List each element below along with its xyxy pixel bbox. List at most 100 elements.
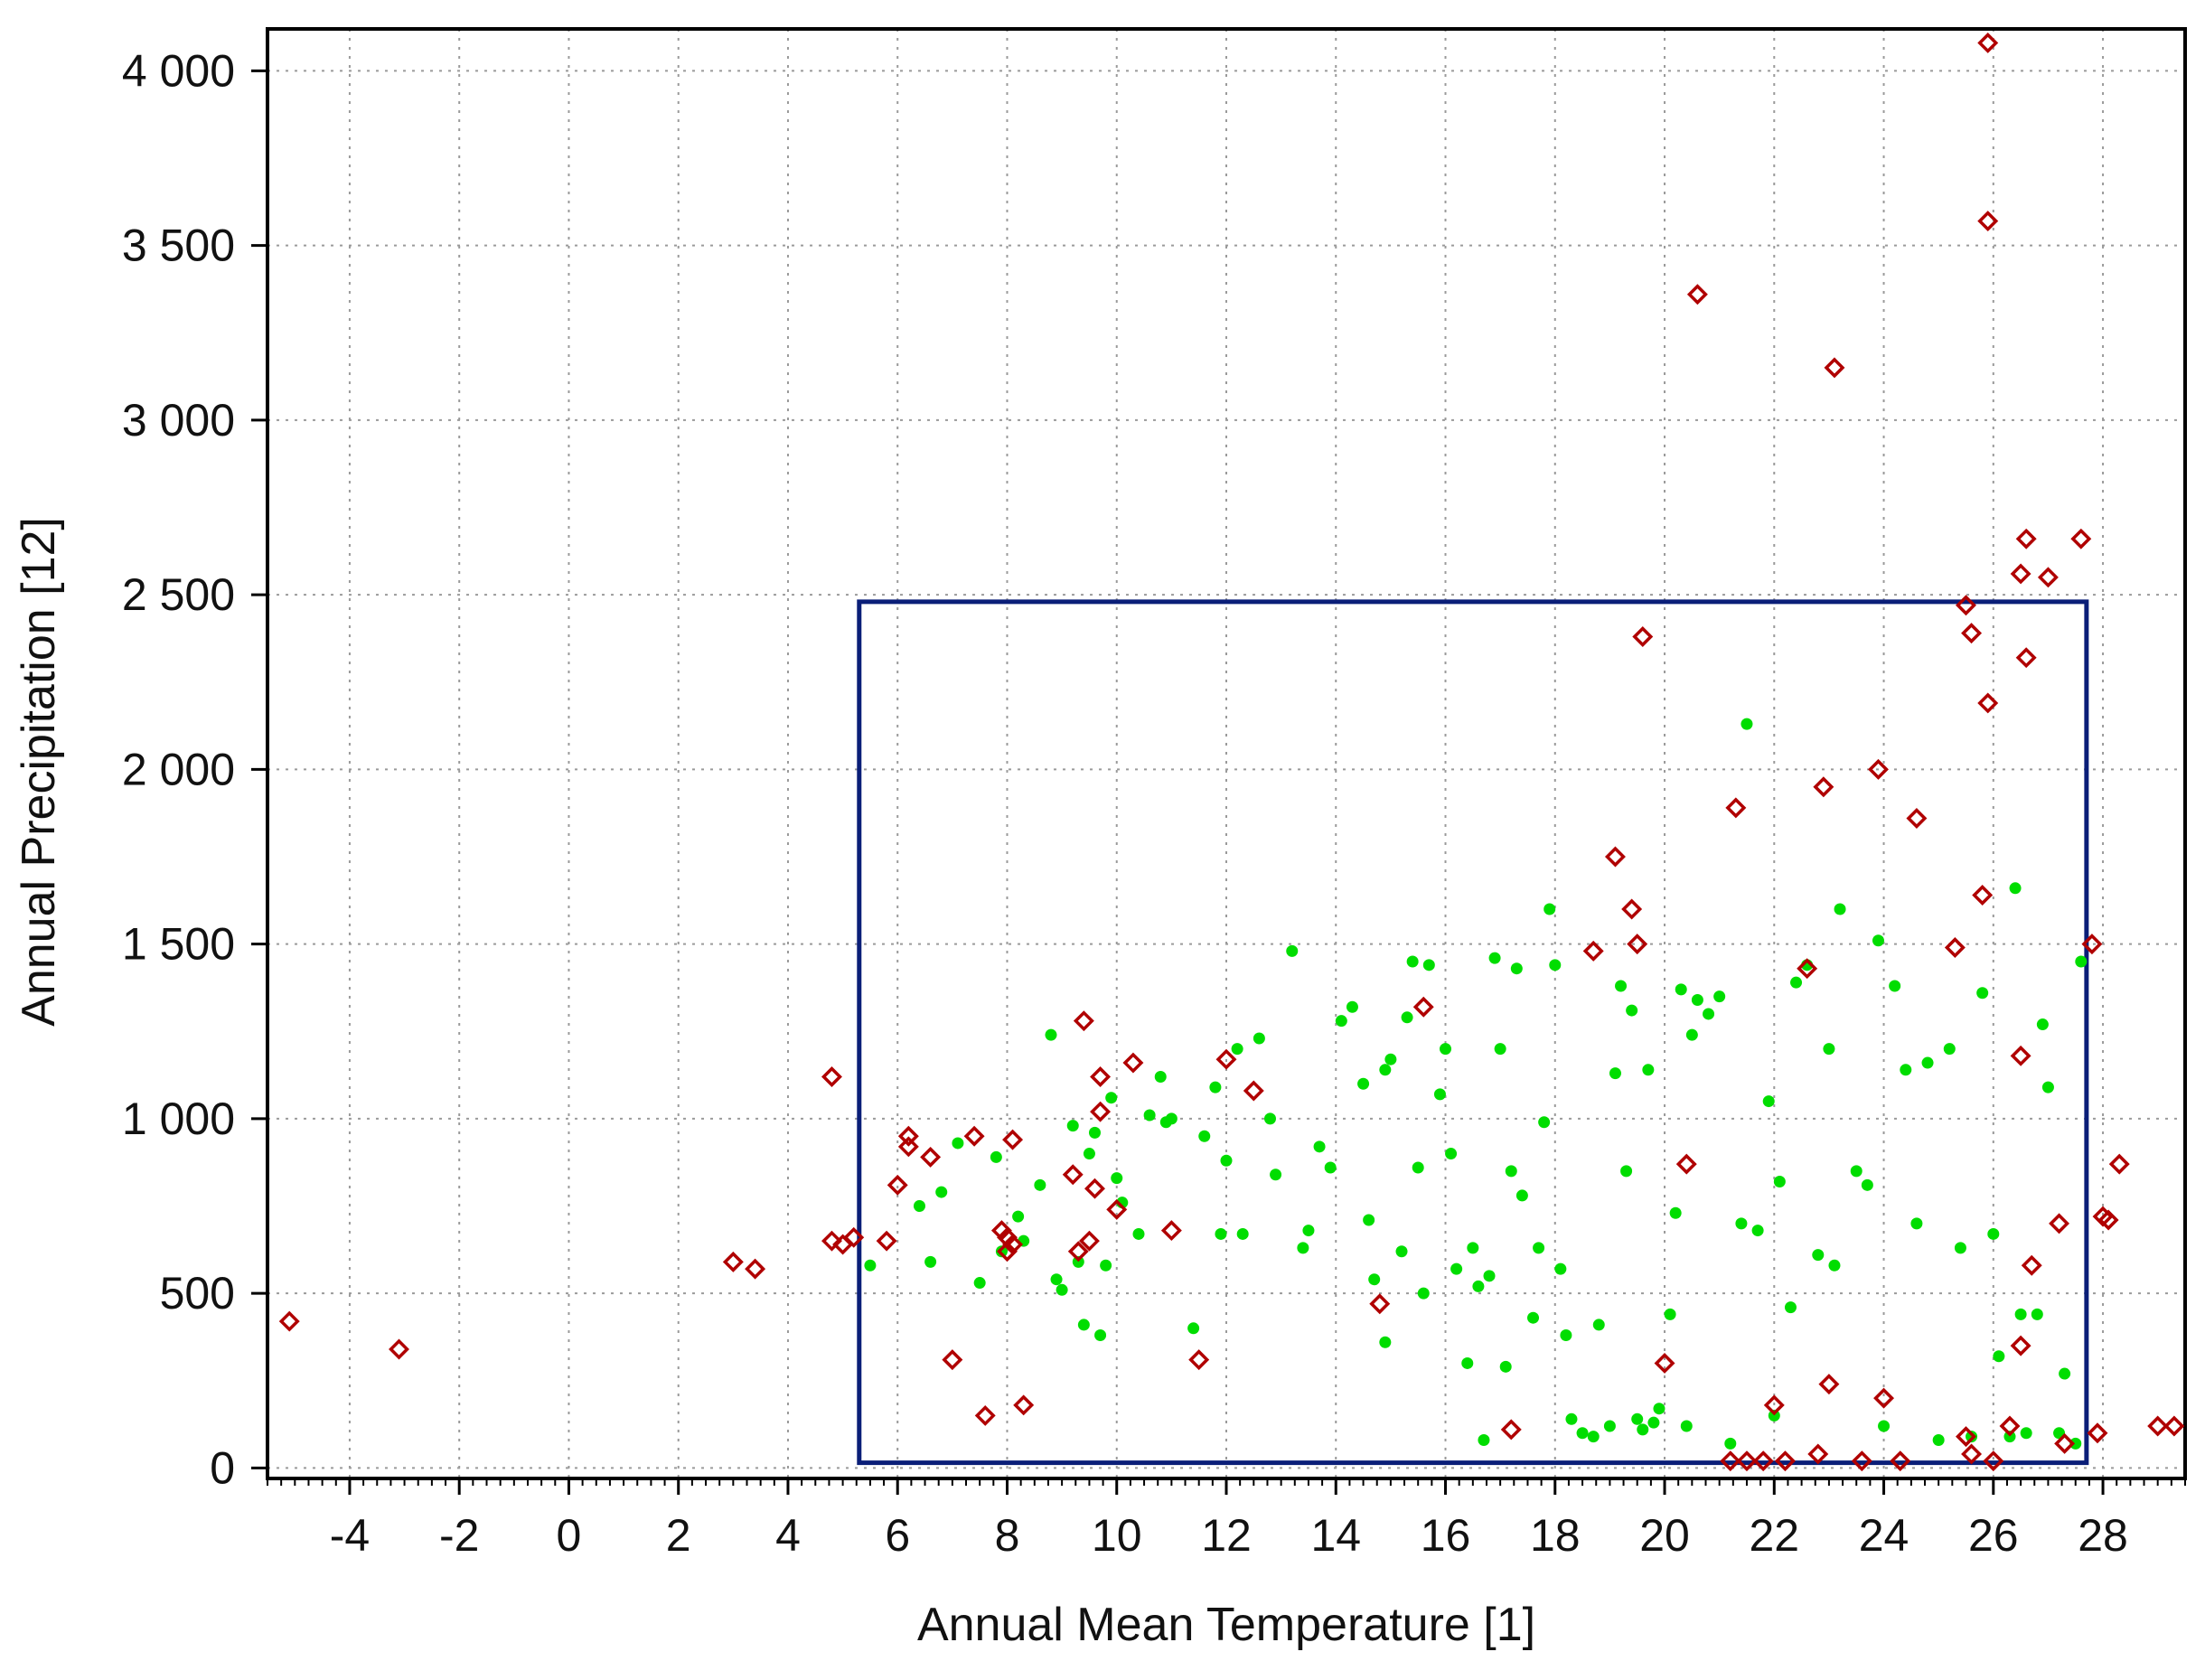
data-point-outside	[1412, 996, 1434, 1018]
data-point-inside	[1478, 1433, 1490, 1446]
data-point-inside	[1647, 1416, 1660, 1429]
data-point-inside	[1357, 1077, 1370, 1090]
data-point-outside	[2010, 1045, 2031, 1066]
data-point-outside	[997, 1241, 1018, 1262]
data-point-inside	[1966, 1431, 1978, 1443]
x-tick-label: 4	[775, 1510, 801, 1561]
data-point-inside	[1012, 1210, 1025, 1223]
data-point-outside	[1078, 1230, 1100, 1252]
data-point-outside	[1956, 1426, 1976, 1448]
data-point-outside	[2147, 1415, 2169, 1437]
x-tick-label: 8	[995, 1510, 1020, 1561]
data-point-inside	[2059, 1367, 2071, 1380]
data-point-outside	[1073, 1010, 1094, 1032]
data-point-inside	[1724, 1437, 1737, 1450]
data-point-inside	[1270, 1168, 1282, 1181]
data-point-inside	[1105, 1092, 1118, 1104]
data-point-inside	[1637, 1423, 1649, 1436]
x-tick-label: 28	[2078, 1510, 2128, 1561]
data-point-inside	[2020, 1427, 2032, 1440]
data-point-inside	[1850, 1165, 1863, 1178]
data-point-inside	[1100, 1259, 1112, 1272]
data-point-inside	[1576, 1427, 1589, 1440]
data-point-inside	[1675, 983, 1687, 996]
y-axis-ticks: 0 500 1 000 1 500 2 000 2 500 3 000 3 500 4 000	[122, 45, 267, 1493]
data-point-outside	[963, 1125, 985, 1147]
data-point-inside	[1406, 955, 1419, 968]
data-point-outside	[745, 1258, 766, 1280]
data-point-inside	[1253, 1032, 1265, 1045]
data-point-inside	[1050, 1273, 1063, 1286]
data-point-outside	[1818, 1374, 1840, 1395]
data-point-inside	[1587, 1431, 1600, 1443]
data-point-inside	[1395, 1245, 1408, 1258]
data-point-inside	[1664, 1308, 1676, 1320]
data-point-outside	[2108, 1153, 2130, 1175]
data-point-outside	[1774, 1450, 1796, 1472]
data-point-inside	[1066, 1120, 1079, 1132]
y-tick-label: 0	[210, 1442, 235, 1493]
data-point-outside	[1627, 934, 1648, 955]
data-point-inside	[1691, 993, 1703, 1006]
data-point-inside	[1751, 1225, 1764, 1237]
data-point-outside	[1369, 1293, 1391, 1315]
data-point-inside	[2014, 1308, 2027, 1320]
data-point-inside	[1685, 1028, 1698, 1041]
data-point-inside	[1412, 1161, 1424, 1174]
data-point-inside	[1538, 1116, 1551, 1129]
data-point-outside	[1797, 958, 1818, 980]
data-point-outside	[1062, 1164, 1084, 1186]
data-point-outside	[2087, 1422, 2108, 1444]
data-point-inside	[1987, 1227, 2000, 1240]
data-point-outside	[1972, 885, 1994, 906]
data-point-inside	[1286, 944, 1299, 957]
data-point-outside	[1500, 1419, 1522, 1441]
series-layer	[278, 32, 2185, 1472]
y-tick-label: 1 500	[122, 919, 235, 970]
data-point-inside	[1368, 1273, 1381, 1286]
data-point-inside	[1450, 1262, 1463, 1275]
data-point-inside	[935, 1186, 948, 1198]
data-point-inside	[1560, 1329, 1572, 1342]
data-point-outside	[2097, 1209, 2119, 1231]
data-point-outside	[897, 1125, 919, 1147]
x-tick-label: 20	[1639, 1510, 1690, 1561]
selection-bounding-box	[857, 599, 2089, 1466]
data-point-inside	[1072, 1255, 1084, 1268]
data-point-inside	[1812, 1249, 1825, 1262]
data-point-outside	[1977, 692, 1999, 714]
data-point-inside	[2041, 1081, 2054, 1093]
data-point-outside	[1956, 595, 1976, 616]
data-point-inside	[1422, 959, 1435, 971]
data-point-inside	[1544, 903, 1556, 915]
data-point-inside	[1976, 987, 1989, 1000]
data-point-inside	[2003, 1431, 2016, 1443]
data-point-outside	[1084, 1178, 1105, 1199]
data-point-outside	[1961, 623, 1983, 644]
data-point-outside	[1621, 898, 1643, 920]
data-point-inside	[1954, 1242, 1966, 1254]
data-point-inside	[1626, 1004, 1638, 1017]
data-point-inside	[1346, 1000, 1358, 1013]
data-point-inside	[1297, 1242, 1309, 1254]
data-point-inside	[1861, 1178, 1873, 1191]
data-point-inside	[1236, 1227, 1249, 1240]
data-point-inside	[1077, 1319, 1090, 1331]
x-tick-label: 12	[1201, 1510, 1252, 1561]
data-point-inside	[1549, 959, 1562, 971]
data-point-inside	[1713, 990, 1726, 1003]
data-point-outside	[1977, 32, 1999, 53]
x-tick-label: 26	[1968, 1510, 2019, 1561]
data-point-inside	[1615, 980, 1628, 992]
data-point-inside	[1384, 1053, 1397, 1065]
data-point-inside	[1494, 1043, 1506, 1056]
data-point-outside	[821, 1066, 842, 1087]
data-point-outside	[389, 1338, 409, 1360]
data-point-outside	[2070, 528, 2092, 549]
data-point-outside	[2015, 647, 2037, 669]
data-point-outside	[876, 1230, 897, 1252]
data-point-outside	[2081, 934, 2103, 955]
data-point-inside	[1440, 1043, 1452, 1056]
data-point-outside	[1752, 1450, 1774, 1472]
